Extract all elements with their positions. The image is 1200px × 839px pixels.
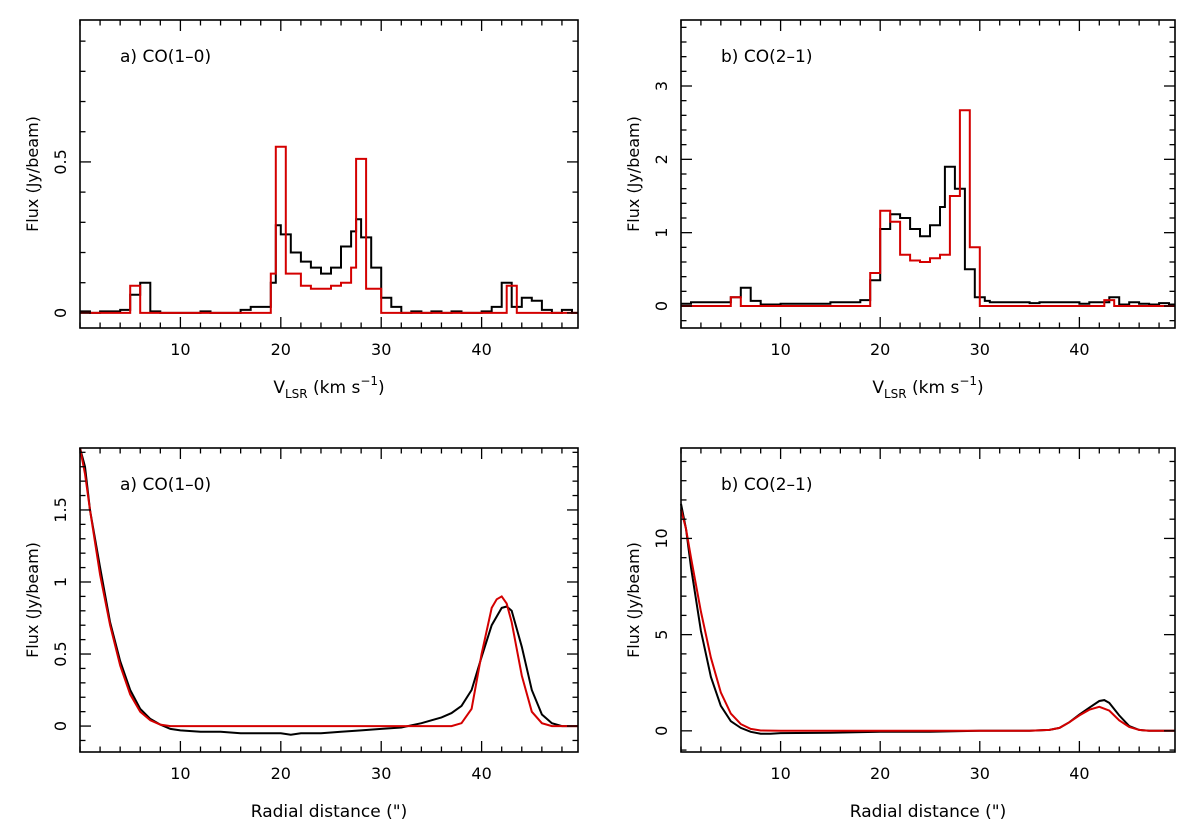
x-tick-label: 40	[471, 340, 491, 359]
x-tick-label: 20	[870, 340, 890, 359]
y-axis-label: Flux (Jy/beam)	[23, 542, 42, 658]
x-tick-label: 30	[970, 764, 990, 783]
x-tick-label: 40	[1069, 764, 1089, 783]
x-tick-label: 30	[371, 764, 391, 783]
observed-line-panel-b-spectrum	[681, 165, 1175, 306]
y-tick-label: 1	[652, 228, 671, 238]
x-tick-label: 10	[770, 764, 790, 783]
x-tick-label: 10	[170, 764, 190, 783]
y-tick-label: 1.5	[51, 497, 70, 522]
x-tick-label: 20	[271, 764, 291, 783]
panel-a-radial: 10 20 30 40 0 0.5 1 1.5 a) CO(1–0) Flux (Jy/beam)…	[23, 447, 579, 822]
y-axis-label: Flux (Jy/beam)	[23, 116, 42, 232]
model-line-panel-b-spectrum	[681, 109, 1175, 307]
plot-frame	[79, 447, 579, 753]
plot-frame	[79, 19, 579, 329]
y-tick-label: 10	[652, 528, 671, 548]
y-tick-label: 0.5	[51, 149, 70, 174]
x-tick-label: 20	[271, 340, 291, 359]
x-tick-label: 10	[170, 340, 190, 359]
y-tick-label: 0	[652, 726, 671, 736]
x-axis-label: VLSR (km s−1)	[273, 374, 384, 401]
x-tick-label: 40	[471, 764, 491, 783]
x-tick-label: 30	[970, 340, 990, 359]
x-axis-label: Radial distance (")	[251, 802, 407, 822]
y-axis-label: Flux (Jy/beam)	[624, 116, 643, 232]
x-tick-label: 20	[870, 764, 890, 783]
x-axis-label: Radial distance (")	[850, 802, 1006, 822]
model-line-panel-a-radial	[79, 447, 578, 728]
observed-line-panel-a-spectrum	[80, 218, 578, 314]
y-tick-label: 3	[652, 81, 671, 91]
y-tick-label: 0	[51, 721, 70, 731]
panel-a-spectrum: 10 20 30 40 0 0.5 a) CO(1–0) Flux (Jy/beam) VLSR…	[23, 19, 579, 401]
x-axis-label: VLSR (km s−1)	[872, 374, 983, 401]
model-line-panel-b-radial	[680, 509, 1175, 732]
panel-label: a) CO(1–0)	[120, 475, 211, 495]
model-line-panel-a-spectrum	[80, 145, 578, 314]
panel-b-spectrum: 10 20 30 40 0 1 2 3 b) CO(2–1) Flux (Jy/beam) VLSR…	[624, 19, 1176, 401]
y-tick-label: 0.5	[51, 641, 70, 666]
y-tick-label: 0	[652, 301, 671, 311]
panel-b-radial: 10 20 30 40 0 5 10 b) CO(2–1) Flux (Jy/beam) Radi…	[624, 447, 1176, 822]
panel-label: b) CO(2–1)	[721, 47, 812, 67]
plot-frame	[680, 447, 1176, 753]
y-tick-label: 1	[51, 577, 70, 587]
x-tick-label: 30	[371, 340, 391, 359]
y-tick-label: 0	[51, 308, 70, 318]
observed-line-panel-a-radial	[79, 447, 578, 736]
y-tick-label: 5	[652, 630, 671, 640]
x-tick-label: 10	[770, 340, 790, 359]
panel-label: b) CO(2–1)	[721, 475, 812, 495]
panel-label: a) CO(1–0)	[120, 47, 211, 67]
y-axis-label: Flux (Jy/beam)	[624, 542, 643, 658]
y-tick-label: 2	[652, 154, 671, 164]
observed-line-panel-b-radial	[680, 503, 1175, 735]
x-tick-label: 40	[1069, 340, 1089, 359]
